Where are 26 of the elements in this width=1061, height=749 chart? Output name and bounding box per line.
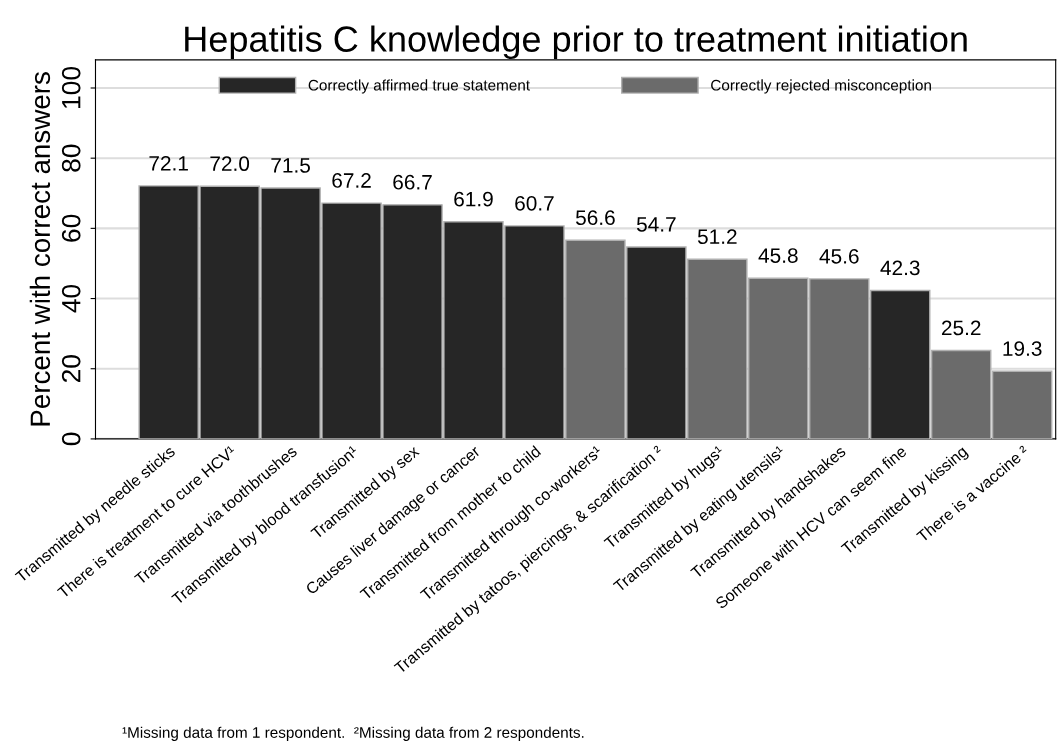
data-label: 42.3 xyxy=(880,260,920,276)
y-axis-title: Percent with correct answers xyxy=(29,72,51,426)
data-label: 51.2 xyxy=(697,229,737,245)
y-tick-label: 0 xyxy=(61,432,81,446)
data-label: 56.6 xyxy=(575,210,615,226)
text: ¹Missing data from 1 respondent. ²Missing data from 2 respondents. xyxy=(122,726,584,741)
y-tick-label: 60 xyxy=(61,214,81,242)
y-tick-label: 80 xyxy=(61,144,81,172)
data-label: 19.3 xyxy=(1003,341,1042,356)
chart-title: Hepatitis C knowledge prior to treatment initiation xyxy=(185,25,967,60)
data-label: 67.2 xyxy=(332,173,371,188)
data-label: 60.7 xyxy=(515,195,554,211)
data-label: 45.8 xyxy=(758,248,798,263)
legend-label: Correctly rejected misconception xyxy=(711,79,931,94)
legend-label: Correctly affirmed true statement xyxy=(308,79,530,94)
data-label: 45.6 xyxy=(819,248,859,264)
data-label: 54.7 xyxy=(636,217,676,232)
data-label: 66.7 xyxy=(393,174,432,190)
data-label: 71.5 xyxy=(271,158,310,173)
data-label: 25.2 xyxy=(941,320,981,336)
y-tick-label: 100 xyxy=(61,67,81,108)
y-tick-label: 20 xyxy=(61,355,81,383)
data-label: 72.0 xyxy=(210,156,250,172)
data-label: 61.9 xyxy=(454,191,493,207)
data-label: 72.1 xyxy=(149,155,188,171)
y-tick-label: 40 xyxy=(61,284,81,313)
